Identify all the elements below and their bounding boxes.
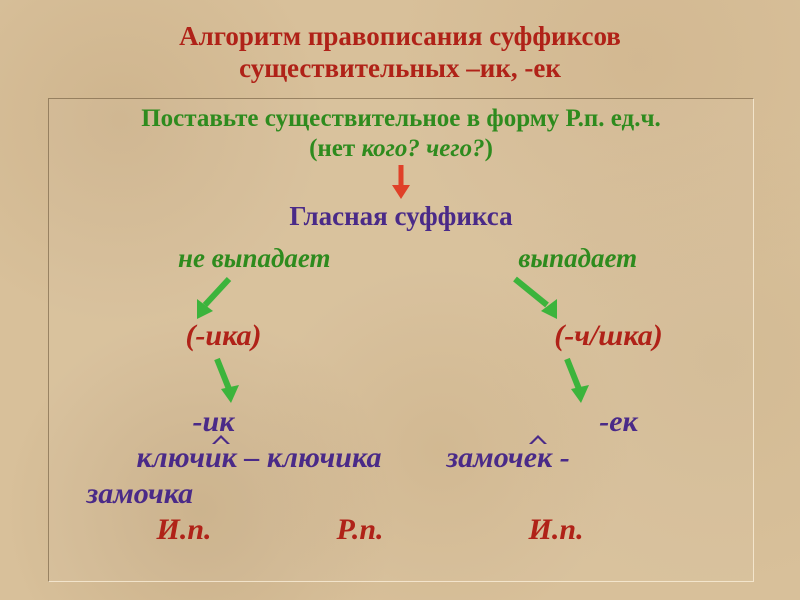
arrow-green-right2 [549,355,599,405]
examples-line1: ключик – ключика замочек - [49,441,753,475]
arrow-green-right1 [505,275,565,321]
page-title: Алгоритм правописания суффиксов существи… [0,20,800,85]
branches: не выпадает выпадает [49,243,753,274]
suffix-left: -ик [64,405,364,439]
title-l2: существительных –ик, -ек [239,53,561,83]
case-rp: Р.п. [337,513,384,546]
ex-left-gen: ключика [267,441,382,474]
arrow-green-left2 [199,355,249,405]
form-left: (-ика) [74,319,374,353]
form-right: (-ч/шка) [489,319,729,353]
branch-left: не выпадает [104,243,404,274]
ex-left-nom: ключик [137,441,237,474]
cases: И.п. Р.п. И.п. [49,513,753,547]
arrow-green-left1 [189,275,239,321]
title-l1: Алгоритм правописания суффиксов [179,21,621,51]
suffixes: -ик -ек [49,405,753,439]
suffix-right: -ек [499,405,739,439]
ex-right-gen: замочка [87,477,194,510]
forms: (-ика) (-ч/шка) [49,319,753,353]
arrow-down-red [389,163,413,201]
content-box: Поставьте существительное в форму Р.п. е… [48,98,754,582]
step1-line2: (нет кого? чего?) [49,135,753,163]
step1-line1: Поставьте существительное в форму Р.п. е… [49,105,753,133]
case-ip-1: И.п. [157,513,212,546]
branch-right: выпадает [458,243,698,274]
examples-line2: замочка [49,477,753,511]
case-ip-2: И.п. [529,513,584,546]
ex-right-nom: замочек - [446,441,569,474]
step2: Гласная суффикса [49,201,753,232]
